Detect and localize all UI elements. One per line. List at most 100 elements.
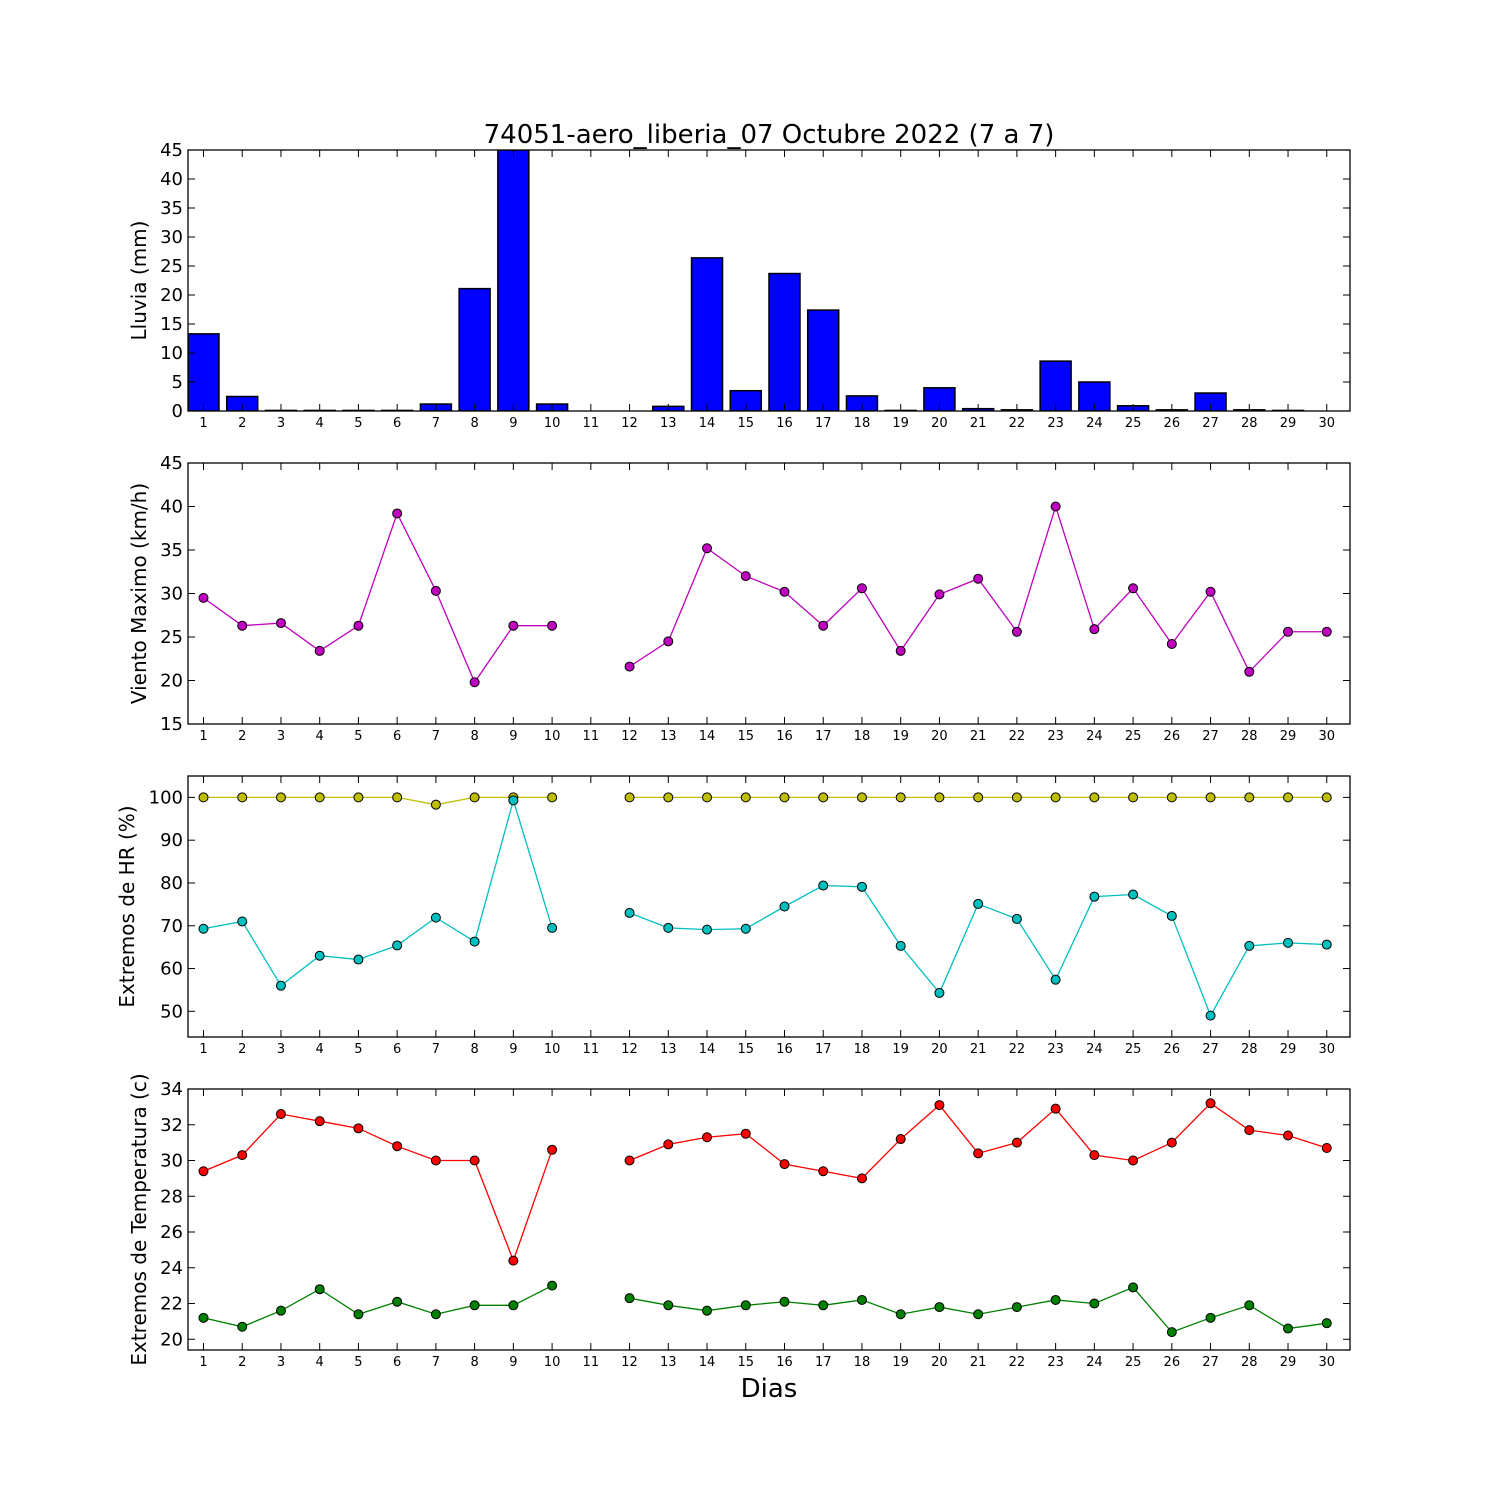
point-series-2-day-1	[198, 1312, 209, 1323]
x-tick-label: 30	[1318, 729, 1335, 744]
point-series-2-day-13	[663, 1300, 674, 1311]
panel-2: 1 2 3 4 5 6 7 8 9 10 11 12 13 14 15 16 17 18 19 20 21 22 23 24 2…	[127, 453, 1351, 744]
x-tick-label: 9	[509, 729, 517, 744]
x-tick-label: 28	[1241, 1042, 1258, 1057]
point-series-2-day-17	[818, 880, 829, 891]
point-series-1-day-18	[856, 1173, 867, 1184]
point-series-1-day-27	[1205, 792, 1216, 803]
point-series-1-day-5	[353, 1123, 364, 1134]
point-series-2-day-27	[1205, 1312, 1216, 1323]
point-series-1-day-18	[856, 583, 867, 594]
y-tick-label: 22	[160, 1294, 183, 1315]
x-tick-label: 12	[621, 729, 638, 744]
point-series-1-day-10	[547, 620, 558, 631]
point-series-1-day-19	[895, 792, 906, 803]
point-series-1-day-7	[430, 585, 441, 596]
point-series-1-day-5	[353, 792, 364, 803]
x-tick-label: 11	[583, 1042, 600, 1057]
y-tick-label: 50	[160, 1001, 183, 1022]
y-tick-label: 40	[160, 497, 183, 518]
x-tick-label: 30	[1318, 1042, 1335, 1057]
point-series-1-day-26	[1166, 792, 1177, 803]
x-tick-label: 13	[660, 1042, 677, 1057]
y-tick-label: 25	[160, 627, 183, 648]
x-tick-label: 24	[1086, 1042, 1103, 1057]
x-tick-label: 13	[660, 729, 677, 744]
series-1-line	[203, 796, 553, 806]
point-series-1-day-15	[740, 1128, 751, 1139]
point-series-1-day-10	[547, 1144, 558, 1155]
bar-day-1	[188, 333, 220, 411]
point-series-1-day-19	[895, 645, 906, 656]
point-series-2-day-9	[508, 795, 519, 806]
point-series-1-day-10	[547, 792, 558, 803]
plot-frame	[187, 1088, 1351, 1351]
x-tick-label: 7	[432, 416, 440, 431]
x-tick-label: 6	[393, 729, 401, 744]
x-tick-label: 27	[1202, 729, 1219, 744]
y-tick-label: 70	[160, 916, 183, 937]
point-series-2-day-1	[198, 923, 209, 934]
point-series-2-day-6	[392, 940, 403, 951]
point-series-1-day-28	[1244, 792, 1255, 803]
point-series-1-day-7	[430, 1155, 441, 1166]
x-tick-label: 5	[354, 729, 362, 744]
point-series-1-day-13	[663, 1139, 674, 1150]
point-series-2-day-14	[702, 924, 713, 935]
x-tick-label: 18	[854, 1355, 871, 1370]
series-2-line	[203, 798, 553, 987]
point-series-2-day-14	[702, 1305, 713, 1316]
point-series-2-day-19	[895, 940, 906, 951]
point-series-1-day-27	[1205, 586, 1216, 597]
point-series-1-day-26	[1166, 638, 1177, 649]
x-tick-label: 4	[316, 1355, 324, 1370]
point-series-1-day-22	[1011, 1137, 1022, 1148]
point-series-2-day-12	[624, 907, 635, 918]
point-series-1-day-7	[430, 799, 441, 810]
y-tick-label: 25	[160, 256, 183, 277]
y-tick-label: 10	[160, 343, 183, 364]
x-tick-label: 6	[393, 1355, 401, 1370]
y-tick-label: 30	[160, 227, 183, 248]
point-series-2-day-8	[469, 1300, 480, 1311]
series-2-line	[203, 1285, 553, 1328]
x-tick-label: 11	[583, 416, 600, 431]
point-series-1-day-27	[1205, 1098, 1216, 1109]
x-tick-label: 3	[277, 1042, 285, 1057]
x-tick-label: 12	[621, 1355, 638, 1370]
x-tick-label: 22	[1009, 1042, 1026, 1057]
y-tick-label: 0	[172, 401, 183, 422]
x-tick-label: 9	[509, 1042, 517, 1057]
series-1-line	[203, 511, 553, 684]
point-series-1-day-30	[1321, 792, 1332, 803]
point-series-1-day-29	[1283, 792, 1294, 803]
x-tick-label: 6	[393, 1042, 401, 1057]
point-series-2-day-13	[663, 922, 674, 933]
point-series-2-day-20	[934, 1302, 945, 1313]
point-series-1-day-15	[740, 571, 751, 582]
x-tick-label: 3	[277, 729, 285, 744]
point-series-1-day-16	[779, 1159, 790, 1170]
point-series-1-day-20	[934, 1100, 945, 1111]
x-tick-label: 8	[470, 1355, 478, 1370]
x-tick-label: 24	[1086, 416, 1103, 431]
point-series-1-day-17	[818, 1166, 829, 1177]
y-axis-label: Extremos de HR (%)	[115, 805, 139, 1007]
y-tick-label: 20	[160, 1329, 183, 1350]
bar-day-16	[768, 272, 801, 411]
x-tick-label: 5	[354, 1042, 362, 1057]
point-series-1-day-4	[314, 1116, 325, 1127]
x-tick-label: 21	[970, 1042, 987, 1057]
x-tick-label: 1	[199, 1355, 207, 1370]
point-series-2-day-21	[973, 1309, 984, 1320]
x-tick-label: 20	[931, 1355, 948, 1370]
y-tick-label: 60	[160, 959, 183, 980]
x-tick-label: 7	[432, 1042, 440, 1057]
y-tick-label: 35	[160, 540, 183, 561]
x-tick-label: 30	[1318, 416, 1335, 431]
x-tick-label: 22	[1009, 416, 1026, 431]
bar-day-17	[806, 309, 840, 411]
x-tick-label: 10	[544, 1355, 561, 1370]
x-tick-label: 4	[316, 729, 324, 744]
y-tick-label: 40	[160, 169, 183, 190]
